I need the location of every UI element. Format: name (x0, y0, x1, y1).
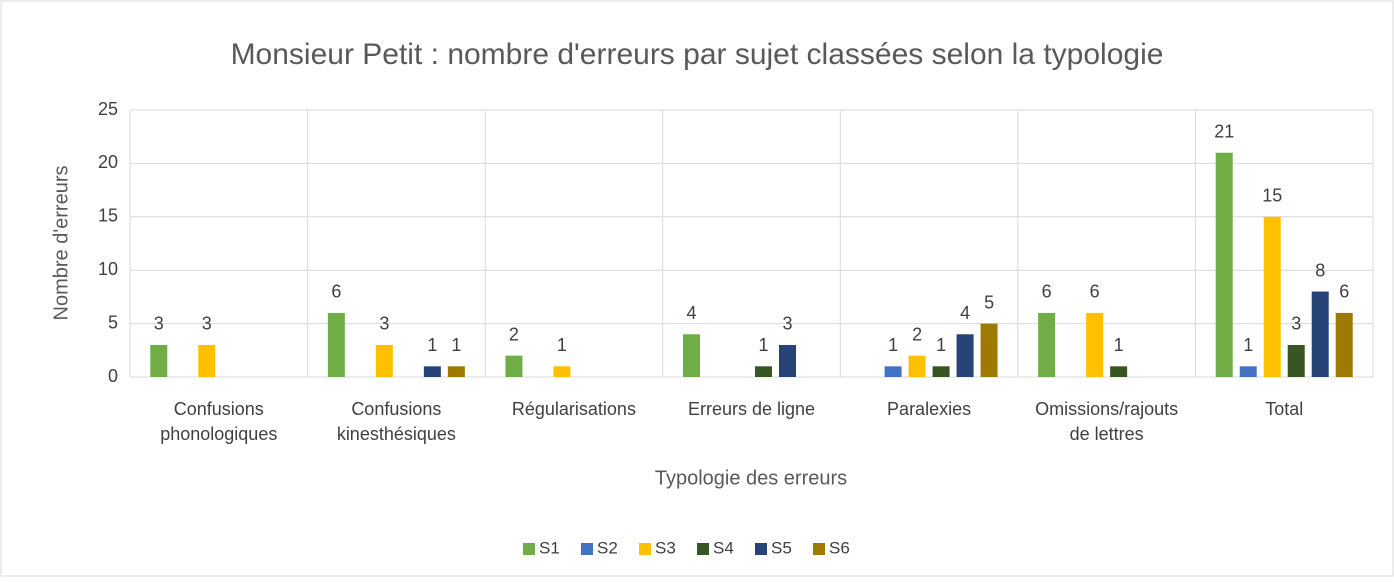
bar (1086, 312, 1104, 377)
bar (884, 366, 902, 377)
legend-swatch (523, 543, 535, 555)
data-label: 5 (984, 292, 994, 312)
y-tick-label: 25 (98, 99, 118, 119)
data-label: 1 (758, 335, 768, 355)
legend-swatch (581, 543, 593, 555)
data-label: 1 (451, 335, 461, 355)
x-tick-label: Total (1265, 399, 1303, 419)
bar (150, 344, 168, 377)
data-label: 1 (936, 335, 946, 355)
data-label: 3 (1291, 314, 1301, 334)
bar (1110, 366, 1128, 377)
bar (1239, 366, 1257, 377)
x-tick-label: Régularisations (512, 399, 636, 419)
data-label: 3 (782, 314, 792, 334)
legend-label: S4 (713, 538, 734, 557)
data-label: 8 (1315, 260, 1325, 280)
bar (447, 366, 465, 377)
bar (779, 344, 796, 377)
data-label: 1 (557, 335, 567, 355)
bar (1335, 312, 1353, 377)
data-label: 15 (1262, 186, 1282, 206)
legend-label: S5 (771, 538, 792, 557)
data-label: 3 (379, 314, 389, 334)
legend-label: S3 (655, 538, 676, 557)
bar (683, 334, 700, 377)
legend-swatch (755, 543, 767, 555)
data-label: 6 (1042, 282, 1052, 302)
y-tick-label: 0 (108, 366, 118, 386)
legend-label: S6 (829, 538, 850, 557)
x-tick-label: Paralexies (887, 399, 971, 419)
data-label: 6 (331, 282, 341, 302)
x-tick-label: Confusions kinesthésiques (337, 399, 456, 444)
y-tick-label: 5 (108, 312, 118, 332)
data-label: 1 (1243, 335, 1253, 355)
y-tick-label: 10 (98, 259, 118, 279)
bar (505, 355, 523, 377)
bar (423, 366, 441, 377)
data-label: 4 (686, 303, 696, 323)
x-axis-label: Typologie des erreurs (655, 467, 847, 489)
bar (553, 366, 571, 377)
bar (980, 323, 998, 377)
bar (956, 334, 974, 377)
legend-label: S1 (539, 538, 560, 557)
data-label: 1 (888, 335, 898, 355)
bar (198, 344, 216, 377)
bar (932, 366, 950, 377)
chart-title: Monsieur Petit : nombre d'erreurs par su… (231, 38, 1164, 71)
x-tick-label: Confusions phonologiques (160, 399, 277, 444)
y-tick-label: 20 (98, 152, 118, 172)
bar (908, 355, 926, 377)
bar (1287, 344, 1305, 377)
y-tick-label: 15 (98, 206, 118, 226)
bar (755, 366, 772, 377)
bar (1038, 312, 1056, 377)
bar (327, 312, 345, 377)
legend-label: S2 (597, 538, 618, 557)
data-label: 6 (1339, 282, 1349, 302)
x-tick-label: Erreurs de ligne (688, 399, 815, 419)
data-label: 2 (509, 324, 519, 344)
y-axis-label: Nombre d'erreurs (50, 166, 72, 321)
data-label: 6 (1090, 282, 1100, 302)
data-label: 1 (1114, 335, 1124, 355)
data-label: 21 (1214, 121, 1234, 141)
legend-swatch (697, 543, 709, 555)
bar (1311, 291, 1329, 377)
data-label: 4 (960, 303, 970, 323)
legend-swatch (813, 543, 825, 555)
x-tick-label: Omissions/rajouts de lettres (1035, 399, 1178, 444)
bar (1215, 152, 1233, 377)
data-label: 3 (202, 314, 212, 334)
data-label: 2 (912, 324, 922, 344)
legend-swatch (639, 543, 651, 555)
bar (375, 344, 393, 377)
bar (1263, 216, 1281, 377)
data-label: 3 (154, 314, 164, 334)
data-label: 1 (427, 335, 437, 355)
